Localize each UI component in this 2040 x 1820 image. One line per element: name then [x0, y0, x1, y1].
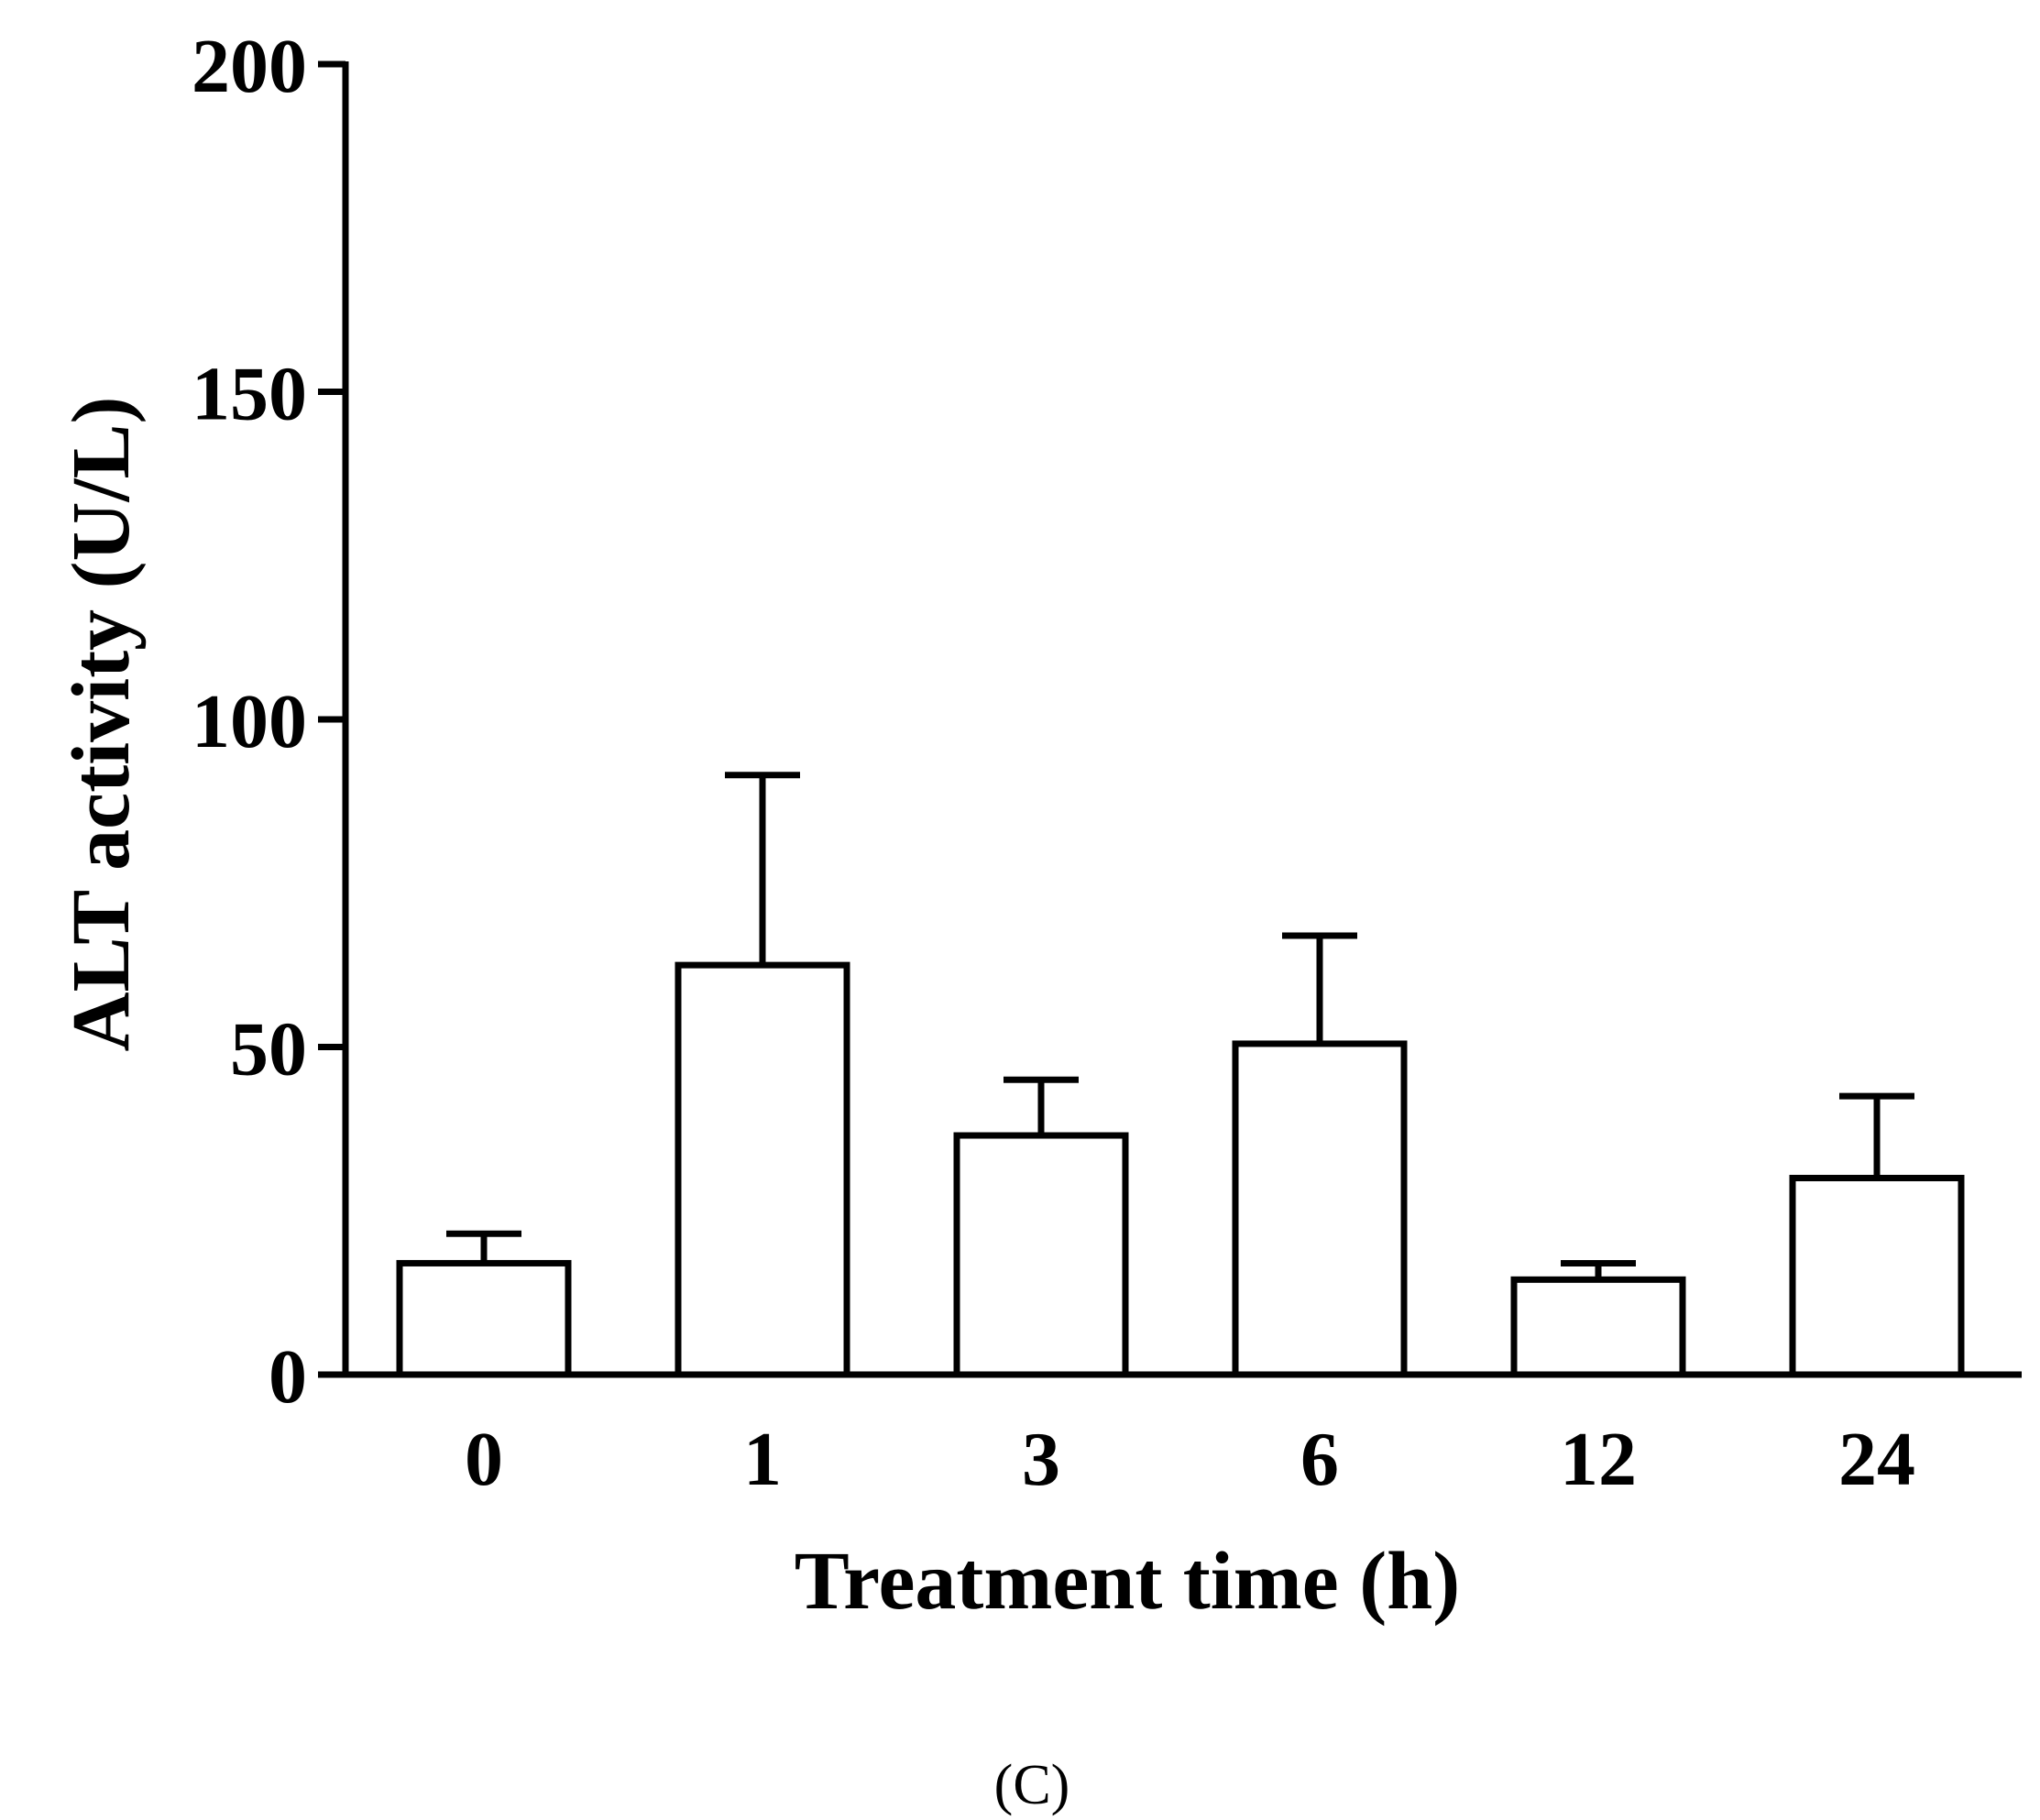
y-ticks-layer: 0 50 100 150 200: [192, 24, 345, 1420]
y-tick-label: 150: [192, 352, 307, 437]
bars-layer: [396, 961, 1965, 1378]
x-tick-label: 6: [1300, 1417, 1339, 1502]
bar: [1510, 1276, 1686, 1378]
y-tick-label: 50: [230, 1007, 307, 1092]
y-tick-label: 200: [192, 24, 307, 109]
panel-label: (C): [994, 1754, 1070, 1816]
y-tick-label: 0: [269, 1334, 307, 1420]
bar: [1232, 1040, 1408, 1378]
x-tick-label: 0: [465, 1417, 503, 1502]
x-axis-title: Treatment time (h): [795, 1536, 1460, 1627]
x-tick-label: 3: [1022, 1417, 1060, 1502]
bar: [396, 1259, 572, 1378]
x-tick-label: 1: [743, 1417, 782, 1502]
y-tick-label: 100: [192, 679, 307, 764]
axes-layer: [342, 61, 2022, 1378]
bar: [675, 961, 850, 1378]
y-axis-title: ALT activity (U/L): [56, 396, 147, 1051]
x-tick-label: 24: [1838, 1417, 1915, 1502]
x-tick-label: 12: [1560, 1417, 1637, 1502]
error-bars-layer: [446, 772, 1914, 1280]
bar: [953, 1132, 1129, 1378]
x-ticks-layer: 0 1 3 6 12 24: [465, 1417, 1915, 1502]
bar: [1789, 1175, 1965, 1378]
